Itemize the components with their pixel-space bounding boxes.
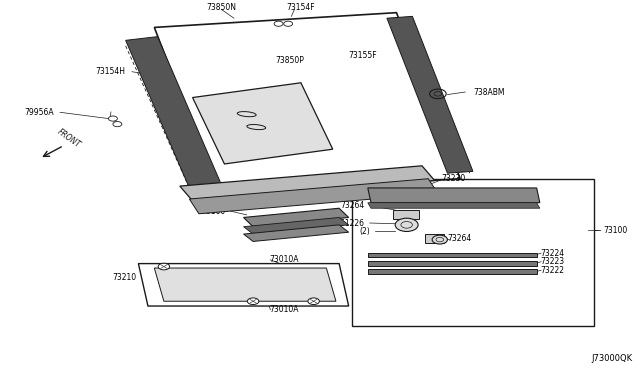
Polygon shape	[368, 203, 540, 208]
Text: 73154F: 73154F	[287, 3, 315, 12]
Polygon shape	[244, 218, 349, 234]
Text: 73154H: 73154H	[95, 67, 125, 76]
Text: 73264: 73264	[340, 201, 365, 210]
Text: 73264: 73264	[447, 234, 472, 243]
Text: FRONT: FRONT	[56, 127, 82, 149]
Text: 09146-61226: 09146-61226	[314, 218, 365, 228]
Circle shape	[284, 21, 292, 26]
Polygon shape	[154, 13, 460, 193]
Polygon shape	[368, 253, 537, 257]
Polygon shape	[125, 37, 221, 188]
Circle shape	[247, 298, 259, 305]
Polygon shape	[244, 208, 349, 227]
Polygon shape	[138, 264, 349, 306]
Polygon shape	[425, 234, 444, 243]
Circle shape	[274, 21, 283, 26]
Polygon shape	[368, 261, 537, 266]
Circle shape	[308, 298, 319, 305]
Polygon shape	[387, 16, 473, 173]
Polygon shape	[193, 83, 333, 164]
Polygon shape	[154, 268, 336, 301]
Circle shape	[432, 235, 447, 244]
Polygon shape	[180, 166, 435, 201]
Text: 73222: 73222	[540, 266, 564, 275]
Text: 73230: 73230	[441, 174, 465, 183]
Text: 73850AA: 73850AA	[129, 45, 164, 54]
Text: 73224: 73224	[540, 249, 564, 258]
Text: J73000QK: J73000QK	[591, 354, 632, 363]
Polygon shape	[368, 188, 540, 203]
Text: 73155H: 73155H	[248, 119, 278, 128]
Text: 73223: 73223	[540, 257, 564, 266]
Circle shape	[158, 263, 170, 270]
Polygon shape	[244, 225, 349, 241]
Text: 73010A: 73010A	[269, 256, 298, 264]
Text: 73210: 73210	[113, 273, 136, 282]
Circle shape	[113, 122, 122, 127]
Circle shape	[395, 218, 418, 231]
Text: (2): (2)	[359, 227, 370, 235]
Text: 73155F: 73155F	[349, 51, 378, 60]
Text: 73850N: 73850N	[206, 3, 236, 12]
Text: 738ABM: 738ABM	[473, 87, 504, 96]
Polygon shape	[189, 179, 438, 214]
Text: 73010A: 73010A	[269, 305, 298, 314]
Text: 73160: 73160	[202, 207, 226, 216]
Text: 79956A: 79956A	[24, 108, 54, 117]
Circle shape	[108, 116, 117, 121]
Polygon shape	[394, 210, 419, 219]
Text: 73100: 73100	[604, 226, 628, 235]
Text: 73850P: 73850P	[275, 56, 304, 65]
Polygon shape	[368, 269, 537, 274]
